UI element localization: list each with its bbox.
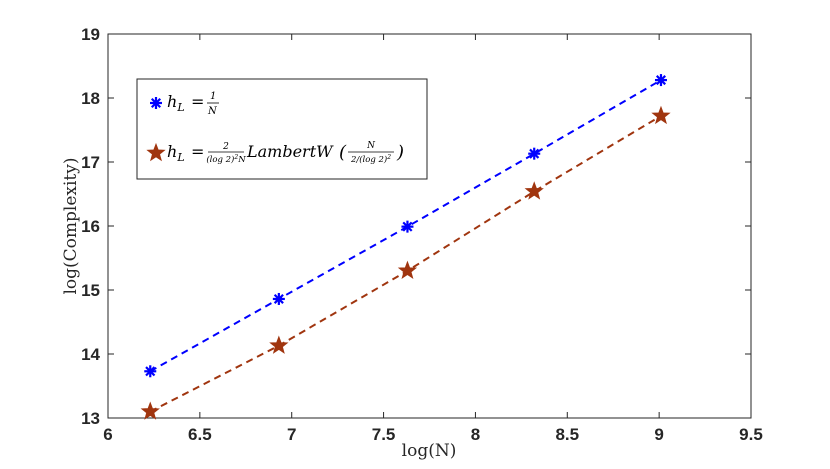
data-point (524, 181, 544, 200)
legend-marker-series-1 (150, 97, 162, 109)
x-tick-label: 8.5 (555, 425, 579, 444)
data-point (651, 105, 671, 125)
y-axis-label: log(Complexity) (61, 157, 81, 294)
svg-text:2: 2 (222, 142, 229, 152)
svg-text:(log 2)2N: (log 2)2N (206, 154, 246, 165)
series-1-line (149, 79, 662, 373)
x-tick-label: 6 (103, 425, 112, 444)
x-tick-label: 8 (471, 425, 480, 444)
y-tick-label: 14 (81, 345, 100, 364)
svg-text:=: = (191, 92, 204, 111)
x-tick-label: 7 (287, 425, 296, 444)
legend-label-series-1: hL = 1 N (167, 91, 219, 117)
data-point (401, 220, 414, 233)
y-tick-label: 18 (81, 89, 100, 108)
series-layer (140, 74, 671, 420)
y-tick-label: 17 (81, 153, 100, 172)
legend-marker-series-2 (146, 142, 166, 162)
x-tick-label: 6.5 (188, 425, 212, 444)
data-point (144, 365, 157, 378)
data-point (528, 147, 541, 160)
x-tick-label: 7.5 (372, 425, 396, 444)
x-tick-label: 9.5 (739, 425, 763, 444)
svg-text:=: = (191, 142, 204, 161)
svg-text:2/(log 2)2: 2/(log 2)2 (350, 154, 391, 165)
data-point (140, 401, 160, 420)
series-1 (144, 74, 667, 378)
svg-text:N: N (207, 106, 218, 117)
x-axis-label: log(N) (402, 441, 457, 461)
y-tick-label: 13 (81, 409, 100, 428)
data-point (397, 260, 418, 280)
x-tick-label: 9 (654, 425, 663, 444)
svg-text:1: 1 (210, 91, 216, 102)
data-point (654, 74, 667, 87)
y-tick-label: 19 (81, 25, 100, 44)
data-point (269, 335, 289, 354)
data-point (272, 292, 285, 305)
legend: hL = 1 N hL = 2 (log 2)2N LambertW ( N 2… (136, 78, 428, 180)
svg-text:N: N (366, 141, 376, 151)
x-axis-ticks: 6 6.5 7 7.5 8 8.5 9 9.5 (103, 34, 763, 444)
svg-text:(: ( (339, 142, 347, 163)
y-tick-label: 16 (81, 217, 100, 236)
y-tick-label: 15 (81, 281, 100, 300)
legend-label-series-2: hL = 2 (log 2)2N LambertW ( N 2/(log 2)2… (167, 141, 404, 165)
svg-text:): ) (396, 142, 404, 163)
series-2 (140, 105, 671, 420)
y-axis-ticks: 13 14 15 16 17 18 19 (81, 25, 751, 428)
legend-box (136, 78, 428, 180)
svg-text:LambertW: LambertW (246, 142, 334, 161)
